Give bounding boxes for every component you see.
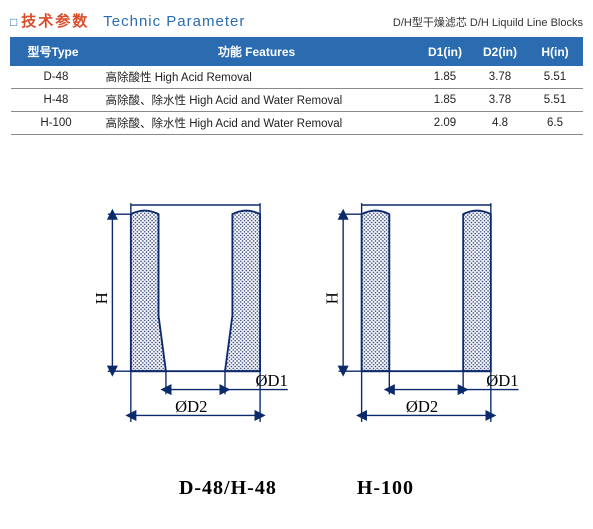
col-features: 功能 Features [96, 38, 418, 66]
col-h: H(in) [528, 38, 583, 66]
label-right: H-100 [357, 477, 414, 500]
cell-features: 高除酸性 High Acid Removal [96, 66, 418, 89]
col-d1: D1(in) [418, 38, 473, 66]
cell-h: 5.51 [528, 66, 583, 89]
cell-features: 高除酸、除水性 High Acid and Water Removal [96, 112, 418, 135]
svg-text:ØD1: ØD1 [255, 371, 287, 390]
svg-text:ØD1: ØD1 [486, 371, 518, 390]
svg-text:ØD2: ØD2 [175, 397, 207, 416]
svg-text:H: H [322, 292, 341, 304]
col-d2: D2(in) [473, 38, 528, 66]
svg-text:H: H [91, 292, 110, 304]
svg-text:ØD2: ØD2 [405, 397, 437, 416]
title-cn: 技术参数 [21, 10, 89, 31]
table-row: D-48高除酸性 High Acid Removal1.853.785.51 [11, 66, 583, 89]
spec-table: 型号Type 功能 Features D1(in) D2(in) H(in) D… [10, 37, 583, 135]
cell-d2: 4.8 [473, 112, 528, 135]
header-bullet: □ [10, 15, 17, 29]
diagram-area: ØD1 ØD2 H ØD1 ØD2 H [10, 195, 583, 455]
cell-d1: 1.85 [418, 66, 473, 89]
col-type: 型号Type [11, 38, 96, 66]
diagram-labels: D-48/H-48 H-100 [10, 465, 583, 500]
table-row: H-48高除酸、除水性 High Acid and Water Removal1… [11, 89, 583, 112]
cell-h: 5.51 [528, 89, 583, 112]
cell-type: D-48 [11, 66, 96, 89]
header: □ 技术参数 Technic Parameter D/H型干燥滤芯 D/H Li… [10, 10, 583, 31]
table-header-row: 型号Type 功能 Features D1(in) D2(in) H(in) [11, 38, 583, 66]
cell-type: H-100 [11, 112, 96, 135]
cell-d2: 3.78 [473, 89, 528, 112]
table-row: H-100高除酸、除水性 High Acid and Water Removal… [11, 112, 583, 135]
cell-features: 高除酸、除水性 High Acid and Water Removal [96, 89, 418, 112]
cell-d1: 1.85 [418, 89, 473, 112]
cell-type: H-48 [11, 89, 96, 112]
subtitle: D/H型干燥滤芯 D/H Liquild Line Blocks [393, 14, 583, 30]
cell-d2: 3.78 [473, 66, 528, 89]
label-left: D-48/H-48 [179, 477, 277, 500]
cell-d1: 2.09 [418, 112, 473, 135]
title-en: Technic Parameter [103, 13, 245, 30]
cell-h: 6.5 [528, 112, 583, 135]
dimension-diagram: ØD1 ØD2 H ØD1 ØD2 H [57, 195, 537, 455]
